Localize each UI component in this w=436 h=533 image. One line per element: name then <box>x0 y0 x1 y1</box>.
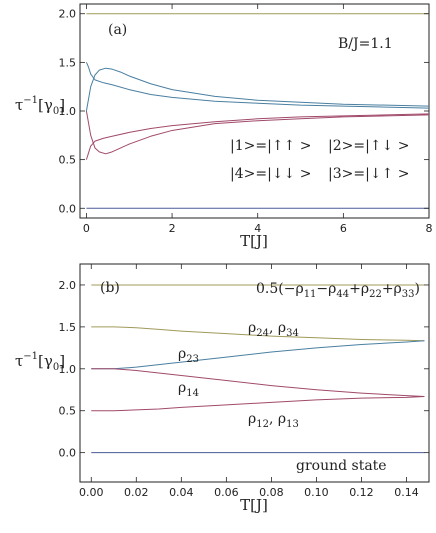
panel-b-top-label: 0.5(−ρ11−ρ44+ρ22+ρ33) <box>256 281 420 300</box>
panel-b-series-4 <box>91 368 425 397</box>
panel-a-ylabel-end: ] <box>59 96 65 114</box>
panel-b-ytick-label: 1.0 <box>59 363 77 376</box>
panel-a-xtick-label: 2 <box>169 222 176 235</box>
panel-a-label: (a) <box>108 22 127 38</box>
panel-b-frame <box>79 263 430 483</box>
top-label-sub: 33 <box>402 289 415 300</box>
label-ground-state: ground state <box>296 458 387 474</box>
panel-a-series-2 <box>85 67 430 112</box>
panel-a-xlabel: T[J] <box>240 232 268 250</box>
panel-a-xtick-label: 4 <box>254 222 261 235</box>
panel-b-ylabel-unit: [γ <box>38 352 53 370</box>
top-label-part: +ρ <box>382 281 402 297</box>
panel-a-series-5 <box>85 110 430 155</box>
panel-b-xtick-label: 0.12 <box>349 486 374 499</box>
panel-a-annotation: B/J=1.1 <box>338 36 393 52</box>
panel-b-series-3 <box>91 340 425 370</box>
label-rho34: ρ <box>278 320 286 336</box>
label-rho14-main: ρ <box>178 380 186 396</box>
panel-a-ylabel-main: τ <box>15 96 23 114</box>
panel-a: 0 2 4 6 8 0.0 0.5 1.0 1.5 2.0 (a) B/J=1.1 |1>=|↑↑… <box>15 3 433 250</box>
panel-a-ylabel-sub: 0 <box>53 106 59 117</box>
label-rho14: ρ14 <box>178 380 199 399</box>
label-rho24-rho34: ρ24, ρ34 <box>248 320 299 339</box>
panel-a-series-3 <box>85 62 430 109</box>
top-label-sub: 44 <box>336 289 349 300</box>
label-rho14-sub: 14 <box>186 388 199 399</box>
label-rho23-sub: 23 <box>186 354 199 365</box>
panel-b-series-5 <box>91 395 425 412</box>
label-rho23-main: ρ <box>178 346 186 362</box>
panel-a-ytick-label: 0.5 <box>59 154 77 167</box>
panel-b-xtick-label: 0.10 <box>304 486 329 499</box>
panel-b-xtick-label: 0.00 <box>79 486 104 499</box>
panel-a-ylabel: τ−1[γ0] <box>15 95 65 117</box>
panel-b-xtick-label: 0.04 <box>169 486 194 499</box>
label-rho13: ρ <box>278 411 286 427</box>
panel-a-xtick-label: 8 <box>426 222 433 235</box>
panel-b-xtick-label: 0.06 <box>214 486 239 499</box>
panel-a-series-4 <box>85 113 430 160</box>
panel-b-ylabel-sup: −1 <box>23 351 38 362</box>
panel-b-ylabel-sub: 0 <box>53 362 59 373</box>
state-label-3: |3>=|↓↑ > <box>328 166 409 182</box>
panel-b-ytick-label: 2.0 <box>59 279 77 292</box>
panel-b-xtick-label: 0.08 <box>259 486 284 499</box>
top-label-part: +ρ <box>349 281 369 297</box>
top-label-part: 0.5(−ρ <box>256 281 304 297</box>
panel-a-ytick-label: 0.0 <box>59 202 77 215</box>
panel-b-xlabel: T[J] <box>240 496 268 514</box>
label-rho34-sub: 34 <box>286 328 299 339</box>
panel-b-ylabel-end: ] <box>59 352 65 370</box>
label-rho12: ρ <box>248 411 256 427</box>
top-label-sub: 11 <box>304 289 317 300</box>
panel-a-ytick-label: 1.0 <box>59 105 77 118</box>
panel-b-label: (b) <box>100 280 120 296</box>
panel-b-ylabel: τ−1[γ0] <box>15 351 65 373</box>
panel-a-ytick-label: 2.0 <box>59 8 77 21</box>
panel-a-ytick-label: 1.5 <box>59 56 77 69</box>
panel-b: 0.00 0.02 0.04 0.06 0.08 0.10 0.12 0.14 0.0 0.5 1.… <box>15 263 430 514</box>
panel-b-xtick-label: 0.14 <box>394 486 419 499</box>
panel-b-ytick-label: 1.5 <box>59 321 77 334</box>
top-label-part: −ρ <box>316 281 336 297</box>
label-rho12-rho13: ρ12, ρ13 <box>248 411 299 430</box>
state-label-2: |2>=|↑↓ > <box>328 138 409 154</box>
top-label-sub: 22 <box>369 289 382 300</box>
state-label-4: |4>=|↓↓ > <box>230 166 311 182</box>
panel-a-xtick-label: 0 <box>83 222 90 235</box>
state-label-1: |1>=|↑↑ > <box>230 138 311 154</box>
label-rho24: ρ <box>248 320 256 336</box>
panel-b-ytick-label: 0.0 <box>59 447 77 460</box>
label-rho23: ρ23 <box>178 346 199 365</box>
panel-b-ytick-label: 0.5 <box>59 405 77 418</box>
panel-b-series-2 <box>91 326 425 342</box>
label-rho12-sub: 12 <box>256 419 269 430</box>
panel-a-ylabel-sup: −1 <box>23 95 38 106</box>
label-rho24-sub: 24 <box>256 328 269 339</box>
panel-b-xtick-label: 0.02 <box>124 486 149 499</box>
panel-a-ylabel-unit: [γ <box>38 96 53 114</box>
top-label-part: ) <box>415 281 420 297</box>
panel-a-xtick-label: 6 <box>340 222 347 235</box>
label-rho13-sub: 13 <box>286 419 299 430</box>
panel-b-ylabel-main: τ <box>15 352 23 370</box>
